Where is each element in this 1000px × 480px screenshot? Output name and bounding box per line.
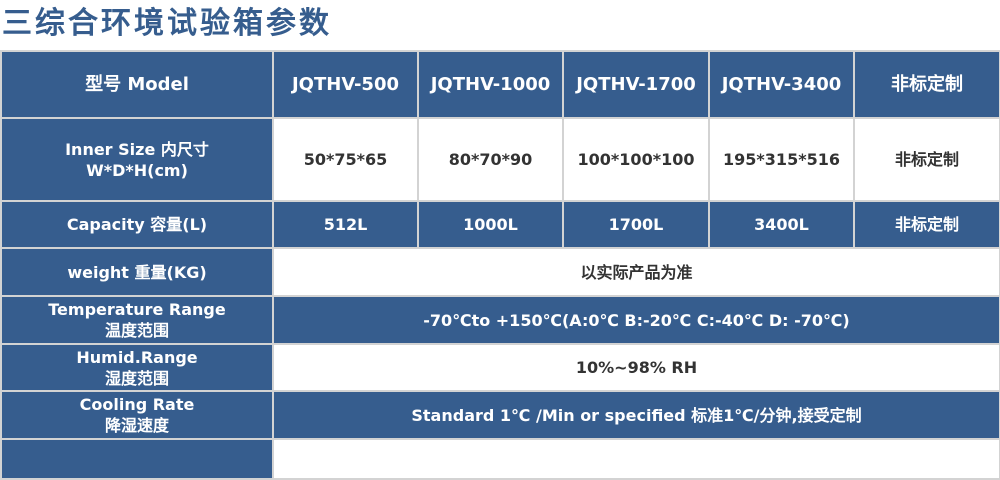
label-line: Cooling Rate bbox=[79, 395, 195, 414]
label-line: W*D*H(cm) bbox=[86, 160, 188, 180]
capacity-label: Capacity 容量(L) bbox=[0, 200, 274, 249]
value-cell bbox=[272, 438, 1000, 480]
inner-size-label: Inner Size 内尺寸 W*D*H(cm) bbox=[0, 117, 274, 202]
value-cell: 195*315*516 bbox=[708, 117, 855, 202]
label-line: Humid.Range bbox=[76, 347, 198, 367]
table-row: weight 重量(KG) 以实际产品为准 bbox=[0, 247, 1000, 297]
temperature-label: Temperature Range 温度范围 bbox=[0, 295, 274, 345]
value-cell: 80*70*90 bbox=[417, 117, 564, 202]
spec-table: 型号 Model JQTHV-500 JQTHV-1000 JQTHV-1700… bbox=[0, 50, 1000, 480]
weight-label: weight 重量(KG) bbox=[0, 247, 274, 297]
value-cell: 非标定制 bbox=[853, 200, 1000, 249]
value-cell: 100*100*100 bbox=[562, 117, 710, 202]
table-row: Temperature Range 温度范围 -70℃to +150℃(A:0℃ … bbox=[0, 295, 1000, 345]
table-header-row: 型号 Model JQTHV-500 JQTHV-1000 JQTHV-1700… bbox=[0, 50, 1000, 119]
label-line: Temperature Range bbox=[48, 300, 226, 319]
label-line: 温度范围 bbox=[104, 321, 169, 340]
model-cell: JQTHV-3400 bbox=[708, 50, 855, 119]
label-line: Inner Size 内尺寸 bbox=[65, 139, 209, 159]
value-cell: Standard 1℃ /Min or specified 标准1℃/分钟,接受… bbox=[272, 390, 1000, 440]
value-cell: 1700L bbox=[562, 200, 710, 249]
model-cell: JQTHV-1000 bbox=[417, 50, 564, 119]
value-cell: 3400L bbox=[708, 200, 855, 249]
value-cell: 以实际产品为准 bbox=[272, 247, 1000, 297]
model-cell: JQTHV-500 bbox=[272, 50, 419, 119]
page-title: 三综合环境试验箱参数 bbox=[2, 6, 332, 41]
label-line: 降湿速度 bbox=[104, 416, 169, 435]
value-cell: 10%~98% RH bbox=[272, 343, 1000, 392]
model-cell: 非标定制 bbox=[853, 50, 1000, 119]
table-row: Inner Size 内尺寸 W*D*H(cm) 50*75*65 80*70*9… bbox=[0, 117, 1000, 202]
table-row: Capacity 容量(L) 512L 1000L 1700L 3400L 非标… bbox=[0, 200, 1000, 249]
value-cell: 1000L bbox=[417, 200, 564, 249]
humidity-label: Humid.Range 湿度范围 bbox=[0, 343, 274, 392]
value-cell: 512L bbox=[272, 200, 419, 249]
label-line: 湿度范围 bbox=[104, 368, 169, 388]
cooling-label: Cooling Rate 降湿速度 bbox=[0, 390, 274, 440]
table-row: Cooling Rate 降湿速度 Standard 1℃ /Min or spe… bbox=[0, 390, 1000, 440]
model-label: 型号 Model bbox=[0, 50, 274, 119]
table-row bbox=[0, 438, 1000, 480]
model-cell: JQTHV-1700 bbox=[562, 50, 710, 119]
table-row: Humid.Range 湿度范围 10%~98% RH bbox=[0, 343, 1000, 392]
value-cell: 非标定制 bbox=[853, 117, 1000, 202]
value-cell: 50*75*65 bbox=[272, 117, 419, 202]
value-cell: -70℃to +150℃(A:0℃ B:-20℃ C:-40℃ D: -70℃) bbox=[272, 295, 1000, 345]
next-row-label bbox=[0, 438, 274, 480]
